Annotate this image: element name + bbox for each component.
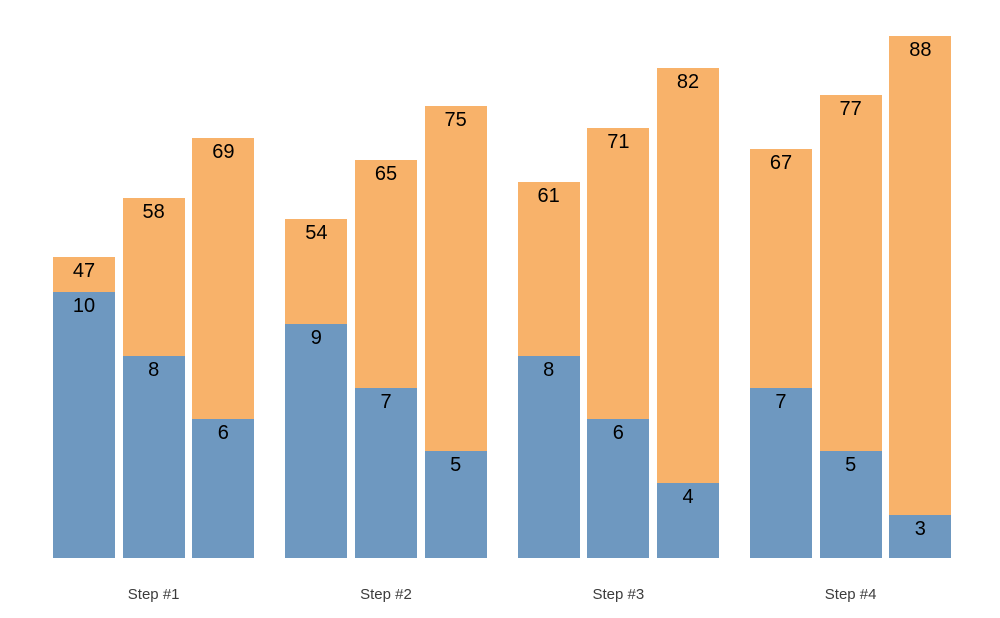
- bar-base-value-label: 7: [380, 390, 392, 413]
- category-label: Step #1: [127, 586, 180, 603]
- bar-base-value-label: 10: [72, 295, 96, 317]
- bar-base-segment: [749, 387, 812, 558]
- bar-total-value-label: 77: [839, 98, 862, 121]
- bar-base-value-label: 5: [450, 454, 462, 477]
- bar-total-segment: [657, 68, 719, 558]
- bar-base-segment: [517, 355, 580, 558]
- bar-total-value-label: 69: [212, 141, 235, 164]
- bar-base-segment: [819, 451, 882, 558]
- bar-total-value-label: 67: [769, 152, 793, 175]
- bar-base-segment: [122, 355, 185, 558]
- bar-total-value-label: 88: [909, 38, 932, 61]
- bar-total-value-label: 47: [72, 259, 96, 282]
- bar-total-value-label: 54: [305, 222, 328, 245]
- bar-total-value-label: 58: [142, 200, 165, 223]
- bar-base-value-label: 3: [914, 517, 926, 540]
- category-label: Step #3: [592, 586, 645, 603]
- bar-total-value-label: 61: [537, 184, 560, 207]
- category-label: Step #4: [824, 586, 877, 603]
- bar-total-value-label: 65: [374, 162, 398, 185]
- bar-base-segment: [657, 483, 719, 558]
- bar-base-segment: [355, 387, 417, 558]
- bar-base-value-label: 7: [775, 390, 787, 413]
- bar-base-value-label: 4: [682, 486, 694, 509]
- bar-base-segment: [424, 451, 487, 558]
- bar-total-value-label: 82: [676, 71, 700, 94]
- bar-base-value-label: 8: [148, 358, 160, 381]
- bar-base-segment: [587, 419, 650, 558]
- bar-base-value-label: 6: [217, 422, 229, 445]
- bar-base-value-label: 9: [310, 326, 322, 349]
- bar-base-value-label: 5: [845, 454, 857, 477]
- bar-base-segment: [192, 419, 255, 558]
- category-label: Step #2: [360, 586, 412, 603]
- bar-total-value-label: 71: [607, 130, 630, 153]
- bar-base-segment: [53, 292, 115, 558]
- bar-base-segment: [285, 323, 348, 558]
- bar-total-value-label: 75: [444, 109, 467, 132]
- bar-base-segment: [889, 514, 952, 558]
- bar-base-value-label: 8: [543, 358, 555, 381]
- bar-total-segment: [889, 35, 952, 558]
- bar-base-value-label: 6: [612, 422, 624, 445]
